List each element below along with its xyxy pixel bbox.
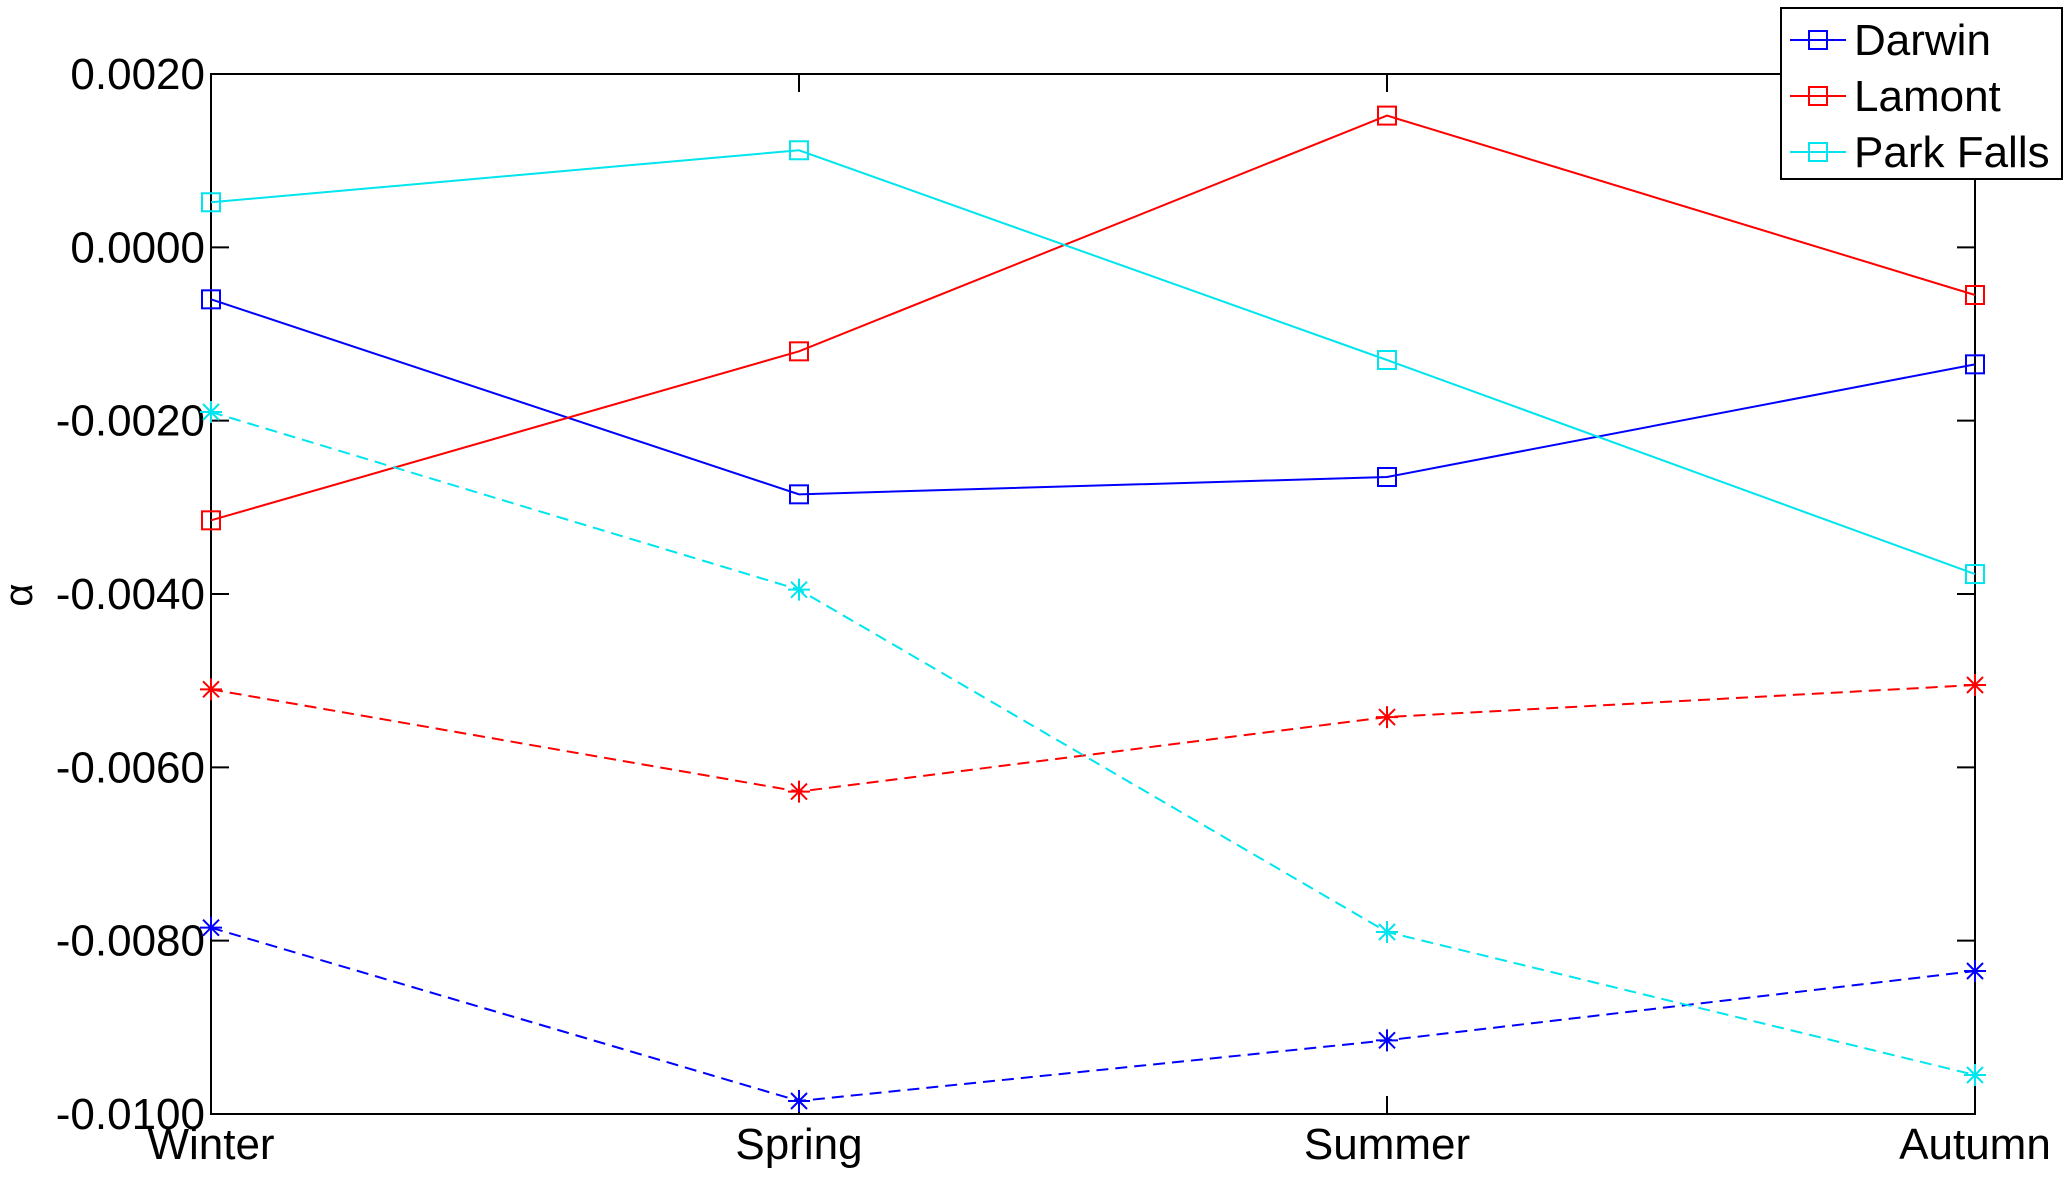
star-marker (200, 401, 222, 423)
x-tick-label: Autumn (1899, 1120, 2051, 1169)
star-marker (788, 780, 810, 803)
square-marker (1808, 142, 1828, 162)
series-line (210, 298, 1976, 496)
square-marker (201, 192, 221, 213)
legend-label: Park Falls (1854, 128, 2050, 177)
series-lamont (201, 105, 1985, 531)
square-marker (1965, 564, 1985, 585)
series-series-3-dashed (200, 916, 1986, 1112)
y-tick-label: -0.0080 (56, 917, 205, 966)
series-park-falls (201, 140, 1985, 585)
star-marker (1964, 960, 1986, 982)
plot-area (210, 73, 1976, 1115)
star-marker (1376, 1029, 1398, 1052)
square-marker (1377, 105, 1397, 126)
square-marker (201, 510, 221, 531)
y-tick-label: -0.0040 (56, 570, 205, 619)
star-marker (788, 1090, 810, 1112)
square-marker (1377, 350, 1397, 370)
square-marker (1965, 354, 1985, 375)
series-line (210, 926, 1976, 1103)
y-tick-label: -0.0060 (56, 743, 205, 792)
square-marker (1808, 86, 1828, 106)
star-marker (1376, 706, 1398, 729)
star-marker (1964, 674, 1986, 696)
series-line (210, 149, 1976, 576)
square-marker (201, 289, 221, 310)
x-tick-label: Winter (147, 1120, 274, 1169)
star-marker (200, 678, 222, 701)
series-layer (200, 105, 1986, 1112)
square-marker (789, 140, 809, 161)
legend-label: Darwin (1854, 16, 1991, 65)
square-marker (1965, 285, 1985, 305)
star-marker (1376, 921, 1398, 943)
square-marker (789, 341, 809, 362)
series-series-4-dashed (200, 674, 1986, 803)
y-tick-label: 0.0000 (70, 223, 205, 272)
x-tick-label: Spring (735, 1120, 862, 1169)
y-tick-label: 0.0020 (70, 50, 205, 99)
star-marker (1964, 1064, 1986, 1086)
x-axis: Winter Spring Summer Autumn (147, 74, 2051, 1169)
y-tick-label: -0.0020 (56, 397, 205, 446)
y-tick-label: -0.0100 (56, 1090, 205, 1139)
legend-item: Darwin (1790, 16, 1991, 65)
legend-item: Park Falls (1790, 128, 2050, 177)
series-series-5-dashed (200, 401, 1986, 1086)
y-axis: 0.0020 0.0000 -0.0020 -0.0040 -0.0060 -0.0080… (56, 50, 1975, 1139)
legend-item: Lamont (1790, 72, 2001, 121)
square-marker (789, 484, 809, 505)
x-tick-label: Summer (1304, 1120, 1470, 1169)
legend: Darwin Lamont Park Falls (1780, 7, 2063, 180)
star-marker (788, 578, 810, 601)
series-darwin (201, 289, 1985, 505)
series-line (210, 684, 1976, 793)
y-axis-label: α (0, 583, 41, 606)
series-line (210, 411, 1976, 1076)
legend-label: Lamont (1854, 72, 2001, 121)
star-marker (200, 916, 222, 939)
series-line (210, 114, 1976, 522)
square-marker (1377, 467, 1397, 487)
square-marker (1808, 30, 1828, 50)
